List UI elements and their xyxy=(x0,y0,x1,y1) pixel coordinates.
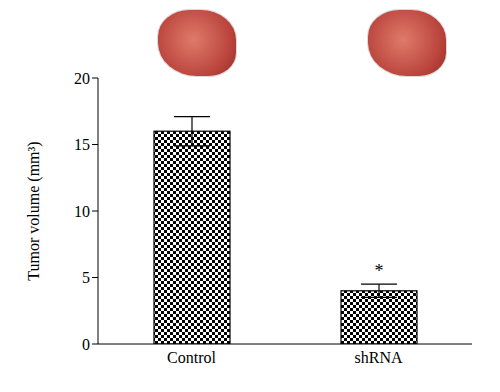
svg-text:15: 15 xyxy=(74,136,90,153)
svg-text:20: 20 xyxy=(74,70,90,87)
svg-text:0: 0 xyxy=(82,336,90,353)
svg-text:Control: Control xyxy=(167,349,216,366)
svg-text:5: 5 xyxy=(82,269,90,286)
svg-text:10: 10 xyxy=(74,203,90,220)
svg-text:*: * xyxy=(375,261,384,281)
svg-text:Tumor volume (mm³): Tumor volume (mm³) xyxy=(25,141,43,280)
svg-text:shRNA: shRNA xyxy=(354,349,402,366)
